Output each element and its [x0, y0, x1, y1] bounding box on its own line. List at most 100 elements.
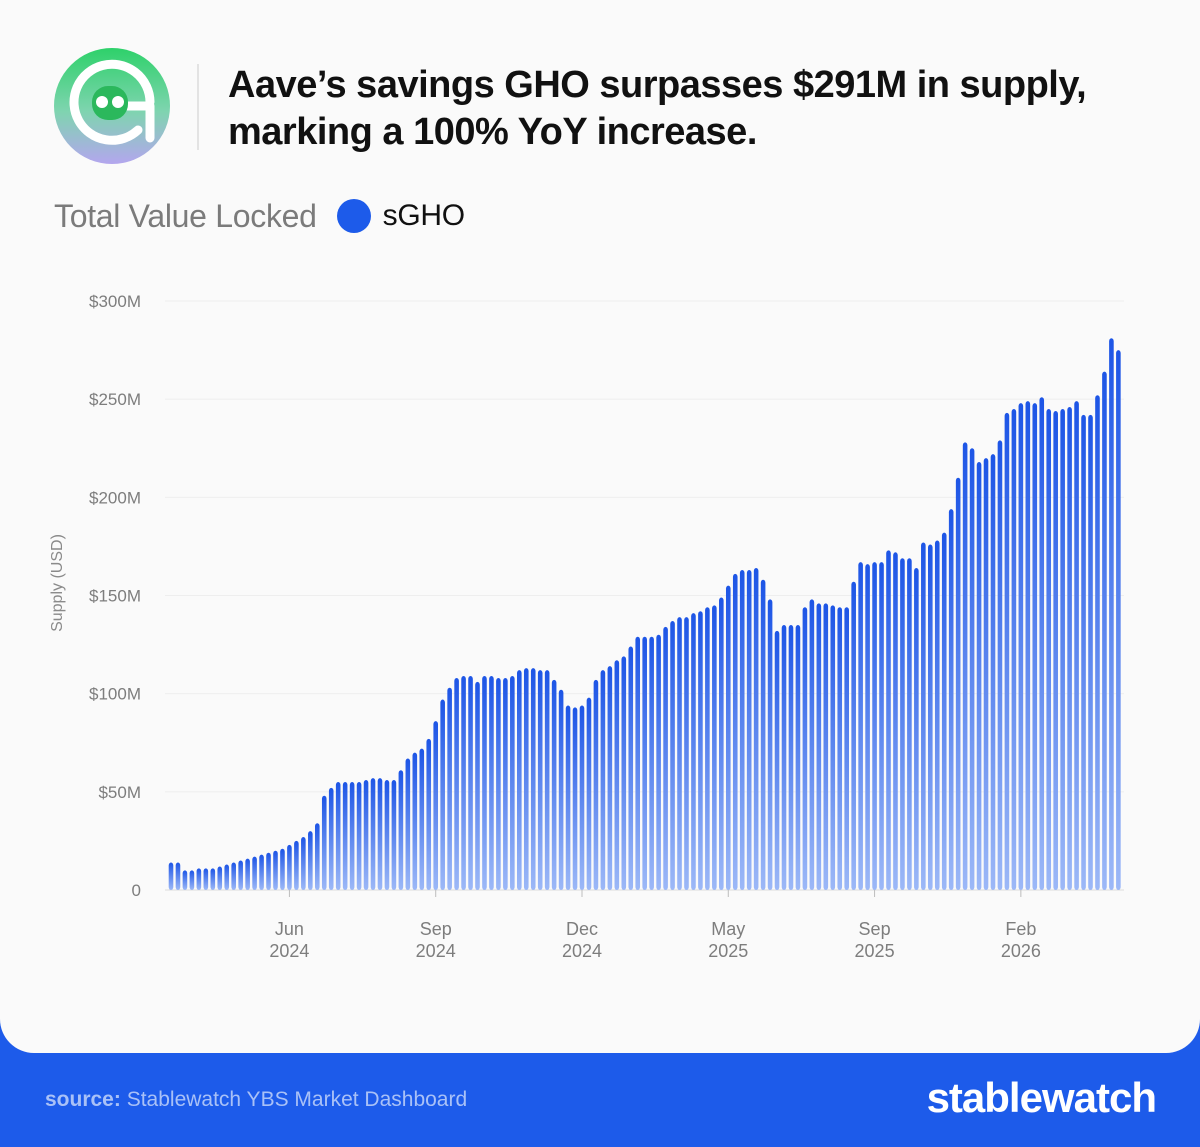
x-tick-month: Jun — [275, 919, 304, 939]
legend: Total Value Locked sGHO — [54, 196, 465, 236]
bar — [523, 668, 529, 890]
bar — [614, 660, 620, 890]
bar — [1032, 403, 1038, 890]
bar — [586, 697, 592, 890]
bar — [865, 564, 870, 890]
x-tick-year: 2024 — [269, 941, 309, 961]
bar — [572, 707, 578, 890]
bar — [607, 666, 613, 890]
bar — [328, 787, 334, 890]
bar — [175, 862, 181, 890]
bar — [468, 676, 473, 890]
bar — [893, 552, 898, 890]
bar — [510, 676, 515, 890]
bar — [684, 617, 689, 890]
y-tick-label: 0 — [132, 881, 141, 900]
bar — [482, 676, 487, 890]
bar — [663, 626, 668, 890]
bar — [830, 605, 836, 890]
bar — [245, 858, 250, 890]
bar — [203, 868, 209, 890]
bar — [976, 461, 982, 890]
bar — [558, 689, 564, 890]
x-tick-year: 2026 — [1001, 941, 1041, 961]
bar — [308, 831, 313, 890]
bar — [210, 868, 216, 890]
bar — [189, 870, 195, 890]
bar — [224, 864, 230, 890]
bar — [1011, 408, 1017, 890]
bar — [391, 780, 397, 890]
bar — [725, 585, 731, 890]
y-tick-label: $150M — [89, 587, 141, 606]
x-tick-year: 2025 — [855, 941, 895, 961]
bar — [301, 836, 306, 890]
bar — [1004, 412, 1010, 890]
bar — [600, 670, 606, 890]
bar — [1088, 414, 1093, 890]
headline-line-1: Aave’s savings GHO surpasses $291M in su… — [228, 64, 1087, 106]
bar — [1116, 350, 1121, 891]
bar — [705, 607, 710, 890]
bar — [712, 605, 717, 890]
legend-title: Total Value Locked — [54, 197, 317, 234]
bar — [412, 752, 418, 890]
bar — [698, 611, 703, 890]
x-tick-month: Sep — [420, 919, 452, 939]
bar — [1081, 414, 1086, 890]
bar — [475, 681, 480, 890]
bar — [927, 544, 933, 890]
x-tick-year: 2024 — [416, 941, 456, 961]
bar — [419, 748, 425, 890]
x-tick-month: May — [711, 919, 745, 939]
bar — [635, 636, 641, 890]
x-tick-month: Feb — [1005, 919, 1036, 939]
bar — [746, 569, 752, 890]
bar — [454, 677, 459, 890]
bar — [349, 782, 355, 890]
bar — [1109, 338, 1114, 890]
source-text: Stablewatch YBS Market Dashboard — [126, 1088, 468, 1111]
bar — [405, 758, 411, 890]
bar — [969, 448, 975, 890]
bar — [886, 550, 891, 890]
bar — [496, 677, 501, 890]
bar — [544, 670, 550, 890]
bar — [461, 676, 466, 890]
bar — [168, 862, 174, 890]
bar — [537, 670, 543, 890]
bar — [503, 677, 508, 890]
y-tick-label: $200M — [89, 488, 141, 507]
y-axis-ticks: 0 $50M $100M $150M $200M $250M $300M — [89, 292, 141, 900]
bar — [732, 573, 738, 890]
bar — [238, 860, 243, 890]
bar — [934, 540, 940, 890]
bar — [914, 568, 919, 890]
source-key: source: — [45, 1088, 121, 1111]
bar — [377, 778, 383, 890]
y-tick-label: $100M — [89, 685, 141, 704]
bar — [433, 721, 439, 890]
bar — [795, 624, 801, 890]
page-title: Aave’s savings GHO surpasses $291M in su… — [228, 62, 1168, 156]
brand-wordmark: stablewatch — [926, 1074, 1157, 1121]
bars — [168, 338, 1121, 891]
x-tick-year: 2025 — [708, 941, 748, 961]
bar — [851, 581, 856, 890]
bar — [900, 558, 905, 890]
bar — [781, 624, 787, 890]
bar — [823, 603, 829, 890]
bar — [983, 458, 989, 890]
gho-logo-icon — [54, 48, 170, 164]
bar — [677, 617, 682, 890]
bar — [342, 782, 348, 890]
bar — [579, 705, 585, 890]
bar — [921, 542, 926, 890]
bar — [252, 856, 257, 890]
bar — [273, 850, 278, 890]
bar — [649, 636, 654, 890]
bar — [948, 509, 954, 890]
bar — [670, 621, 675, 890]
bar — [816, 603, 822, 890]
y-tick-label: $50M — [98, 783, 141, 802]
